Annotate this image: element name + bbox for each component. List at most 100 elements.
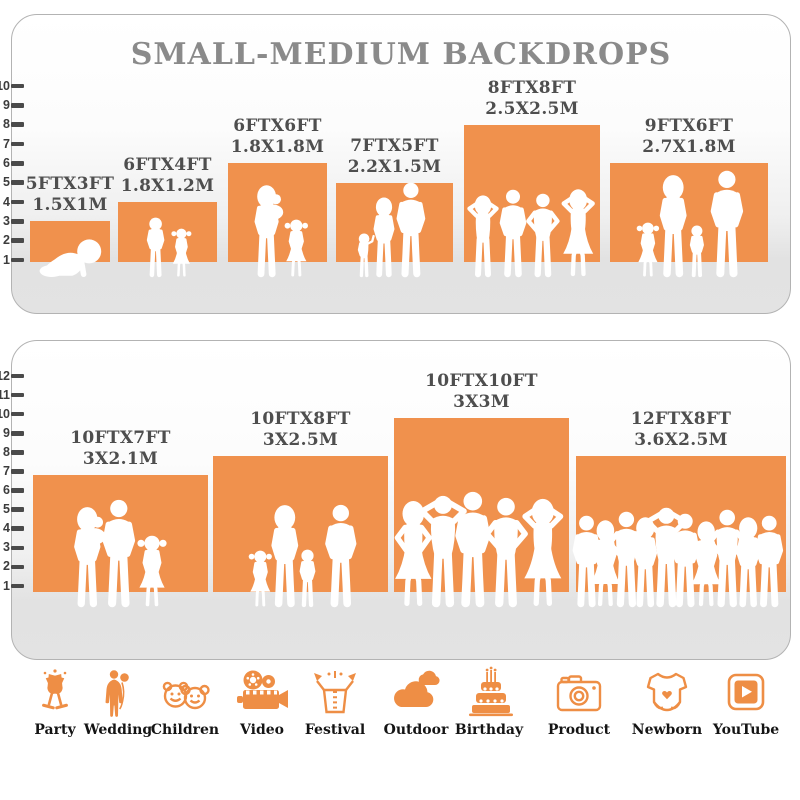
ruler-number: 11 (0, 387, 10, 402)
size-ft: 8FTX8FT (487, 78, 577, 98)
backdrop-size-label: 7FTX5FT 2.2X1.5M (348, 136, 442, 178)
ruler-tick-mark (11, 392, 24, 398)
backdrop-size-label: 8FTX8FT 2.5X2.5M (485, 78, 579, 120)
people-silhouettes (248, 504, 357, 608)
ruler-tick-1: 1 (0, 253, 24, 266)
ruler-number: 1 (3, 578, 10, 593)
category-label: Product (547, 722, 611, 738)
ruler-tick-mark (11, 161, 24, 166)
ruler-tick-mark (11, 180, 24, 185)
ruler-tick-mark (11, 199, 24, 205)
people-silhouettes (146, 217, 192, 278)
ruler-number: 9 (3, 97, 10, 112)
backdrop-size-label: 12FTX8FT 3.6X2.5M (631, 409, 732, 451)
ruler-tick-9: 9 (0, 427, 24, 439)
category-festival: Festival (290, 666, 380, 738)
ruler-tick-mark (11, 526, 24, 531)
backdrop-rect-6ftx4ft (118, 202, 217, 262)
youtube-icon (727, 673, 765, 711)
ruler-tick-mark (11, 122, 24, 127)
wedding-icon (105, 670, 129, 717)
ruler-tick-4: 4 (0, 521, 24, 536)
backdrop-size-label: 5FTX3FT 1.5X1M (26, 174, 114, 216)
ruler-tick-mark (11, 219, 24, 224)
ruler-tick-12: 12 (0, 368, 24, 383)
ruler-tick-6: 6 (0, 484, 24, 496)
people-silhouettes (636, 170, 744, 278)
ruler-tick-5: 5 (0, 176, 24, 188)
product-icon (556, 675, 602, 712)
category-newborn: Newborn (622, 666, 712, 738)
category-label: Newborn (631, 722, 703, 738)
ruler-tick-mark (11, 507, 24, 512)
ruler-number: 3 (3, 540, 10, 555)
ruler-tick-3: 3 (0, 540, 24, 555)
ruler-tick-2: 2 (0, 560, 24, 573)
ruler-tick-2: 2 (0, 233, 24, 248)
category-children: Children (140, 666, 230, 738)
category-label: YouTube (712, 722, 780, 738)
category-party: Party (10, 666, 100, 738)
category-video: Video (217, 666, 307, 738)
ruler-number: 10 (0, 78, 10, 93)
ruler-tick-8: 8 (0, 117, 24, 132)
ruler-tick-mark (11, 450, 24, 455)
ruler-number: 2 (3, 233, 10, 248)
ruler-number: 12 (0, 368, 10, 383)
ruler-tick-10: 10 (0, 407, 24, 420)
ruler-tick-mark (11, 411, 24, 417)
size-m: 2.5X2.5M (485, 99, 579, 119)
party-icon (42, 669, 68, 710)
size-m: 1.8X1.8M (230, 137, 325, 157)
category-product: Product (534, 666, 624, 738)
ruler-tick-3: 3 (0, 213, 24, 228)
size-m: 2.7X1.8M (642, 137, 736, 157)
newborn-icon (646, 672, 688, 712)
size-ft: 12FTX8FT (630, 409, 732, 429)
size-ft: 7FTX5FT (350, 136, 439, 156)
backdrop-size-label: 10FTX8FT 3X2.5M (250, 409, 351, 451)
category-birthday: Birthday (444, 666, 534, 738)
ruler-tick-mark (11, 488, 24, 493)
page-title: SMALL-MEDIUM BACKDROPS (130, 37, 672, 72)
people-silhouettes (254, 185, 308, 278)
backdrop-rect-7ftx5ft (336, 183, 453, 262)
category-label: Birthday (454, 722, 524, 738)
ruler-number: 7 (3, 136, 10, 151)
ruler-tick-5: 5 (0, 503, 24, 515)
panel-large: 12345678910111210FTX7FT3X2.1M10FTX8FT3X2… (0, 340, 791, 660)
size-m: 2.2X1.5M (347, 157, 442, 177)
category-youtube: YouTube (701, 666, 791, 738)
people-silhouettes (357, 182, 426, 278)
backdrop-size-label: 9FTX6FT 2.7X1.8M (642, 116, 736, 158)
ruler-number: 8 (3, 117, 10, 132)
ruler-tick-6: 6 (0, 157, 24, 169)
ruler-number: 7 (3, 464, 10, 478)
ruler-tick-mark (11, 238, 24, 243)
ruler-tick-8: 8 (0, 444, 24, 459)
panel-small-medium: SMALL-MEDIUM BACKDROPS 1 2 3 4 5 6 7 8 9 10 5FTX3F… (0, 14, 791, 314)
size-ft: 9FTX6FT (644, 116, 734, 136)
backdrop-size-label: 10FTX10FT 3X3M (425, 371, 538, 413)
size-m: 1.8X1.2M (120, 176, 215, 196)
video-icon (237, 670, 288, 709)
ruler-number: 8 (3, 444, 10, 459)
ruler-tick-mark (11, 583, 24, 589)
people-silhouettes (572, 507, 784, 608)
ruler-number: 3 (3, 213, 10, 228)
ruler-tick-1: 1 (0, 578, 24, 593)
size-m: 3X2.1M (82, 449, 159, 469)
category-label: Video (240, 722, 284, 738)
ruler-tick-7: 7 (0, 464, 24, 478)
ruler-tick-mark (11, 83, 24, 89)
ruler-number: 4 (3, 521, 10, 536)
size-ft: 10FTX10FT (425, 371, 538, 391)
people-silhouettes (74, 499, 167, 608)
size-ft: 10FTX8FT (250, 409, 351, 429)
category-label: Festival (304, 722, 366, 738)
size-m: 1.5X1M (32, 195, 108, 215)
size-ft: 6FTX6FT (233, 116, 322, 136)
ruler-number: 4 (3, 194, 10, 209)
ruler-tick-10: 10 (0, 78, 24, 93)
birthday-icon (469, 666, 513, 717)
